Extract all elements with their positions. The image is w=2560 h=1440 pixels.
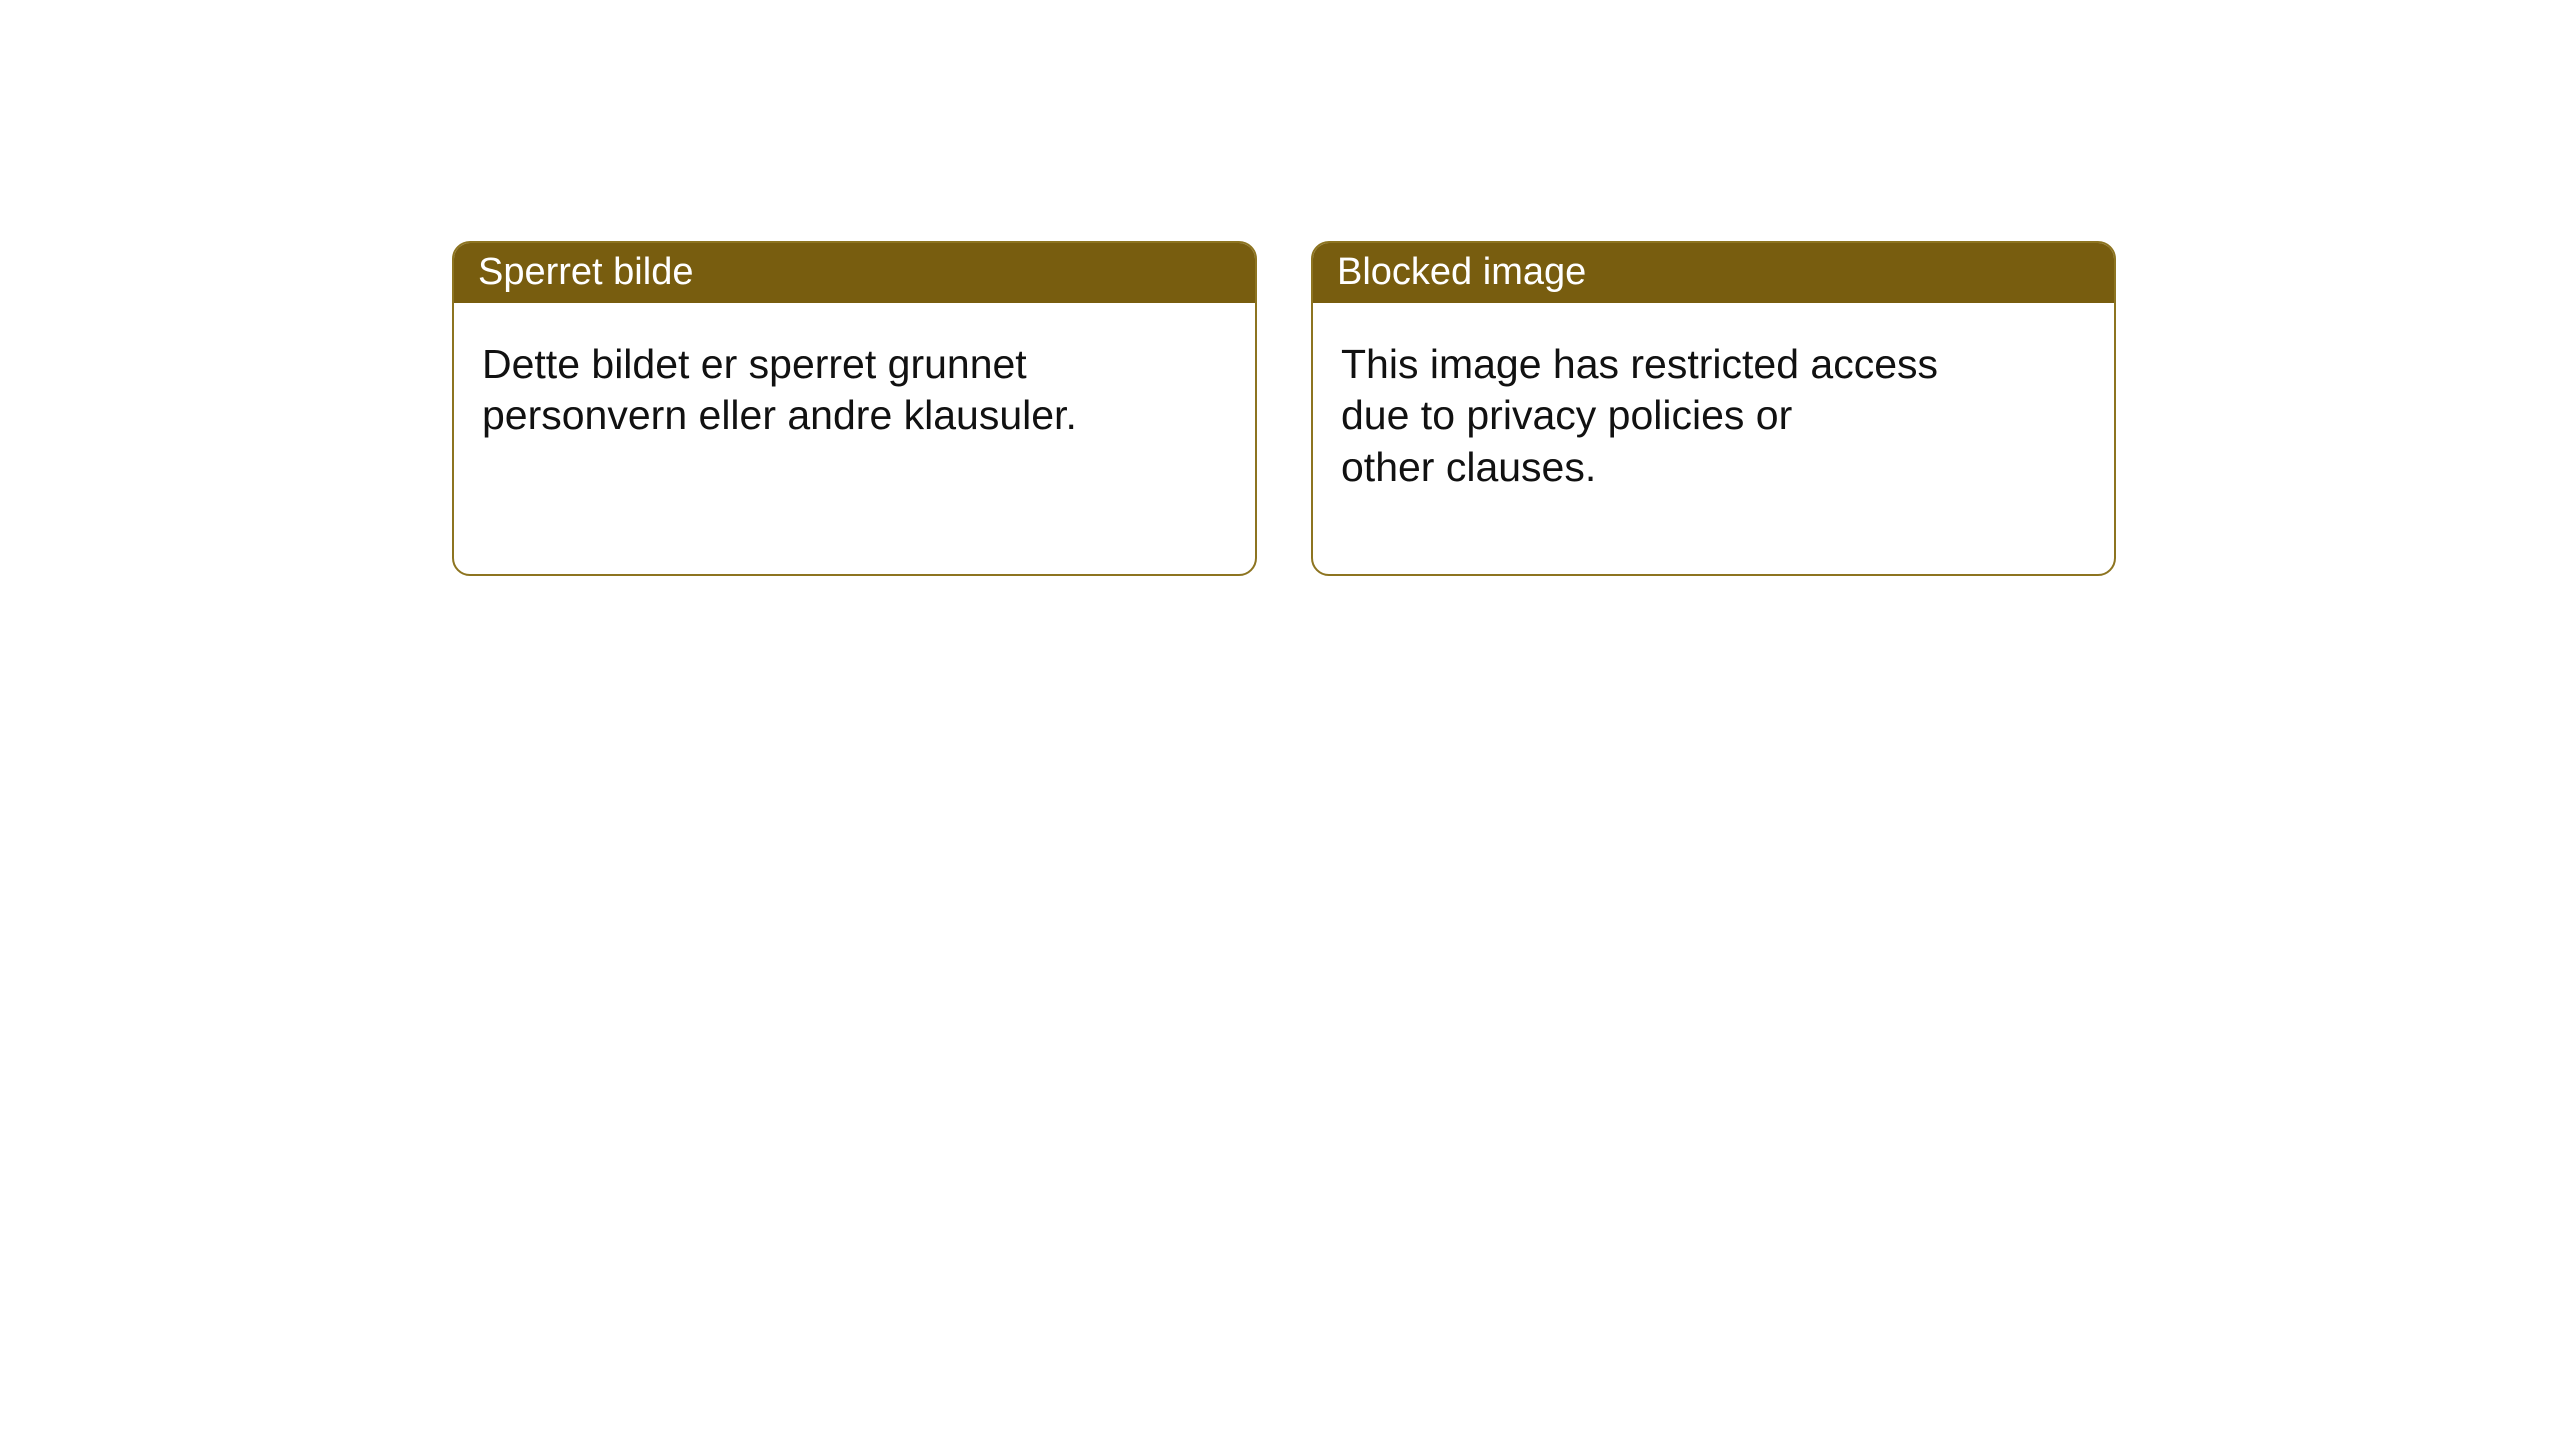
blocked-image-card-en: Blocked image This image has restricted … [1311,241,2116,576]
page-canvas: Sperret bilde Dette bildet er sperret gr… [0,0,2560,1440]
card-header-en: Blocked image [1313,243,2114,303]
notice-cards-row: Sperret bilde Dette bildet er sperret gr… [452,241,2116,576]
card-body-no: Dette bildet er sperret grunnet personve… [454,303,1255,470]
card-header-no: Sperret bilde [454,243,1255,303]
card-body-en: This image has restricted access due to … [1313,303,2114,521]
blocked-image-card-no: Sperret bilde Dette bildet er sperret gr… [452,241,1257,576]
